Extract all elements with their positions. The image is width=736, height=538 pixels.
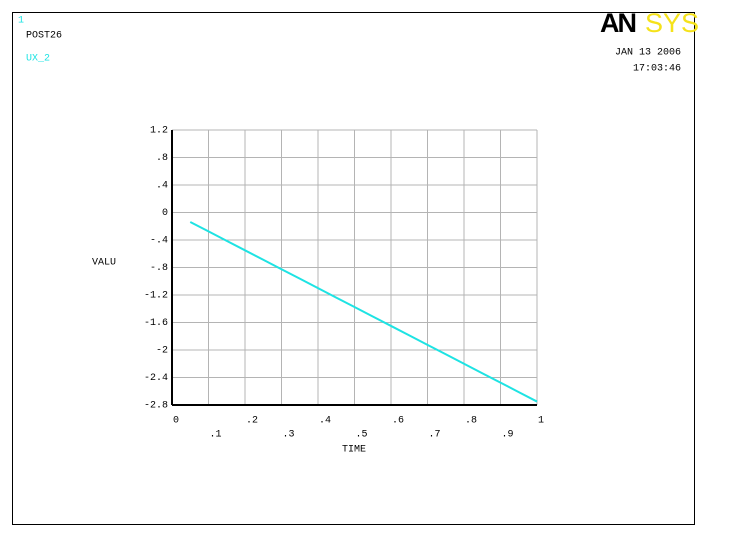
time-label: 17:03:46 bbox=[633, 64, 681, 75]
y-tick-label: -2.8 bbox=[144, 401, 168, 412]
x-tick-label: 1 bbox=[538, 416, 544, 427]
y-tick-label: .4 bbox=[156, 181, 168, 192]
x-tick-label: .1 bbox=[210, 430, 222, 441]
y-tick-label: -.8 bbox=[150, 263, 168, 274]
y-tick-label: -2.4 bbox=[144, 373, 168, 384]
date-label: JAN 13 2006 bbox=[615, 48, 681, 59]
logo-part: AN bbox=[600, 8, 635, 38]
x-tick-label: 0 bbox=[173, 416, 179, 427]
y-tick-label: -.4 bbox=[150, 236, 168, 247]
x-tick-label: .2 bbox=[246, 416, 258, 427]
x-axis-label: TIME bbox=[342, 445, 366, 456]
x-tick-label: .3 bbox=[283, 430, 295, 441]
y-tick-label: -2 bbox=[156, 346, 168, 357]
x-tick-label: .5 bbox=[356, 430, 368, 441]
y-tick-label: .8 bbox=[156, 153, 168, 164]
y-tick-label: 1.2 bbox=[150, 126, 168, 137]
window-number: 1 bbox=[18, 16, 24, 27]
legend-entry: UX_2 bbox=[26, 54, 50, 65]
program-label: POST26 bbox=[26, 31, 62, 42]
x-tick-label: .7 bbox=[429, 430, 441, 441]
y-tick-label: 0 bbox=[162, 208, 168, 219]
frame bbox=[12, 12, 695, 525]
x-tick-label: .8 bbox=[465, 416, 477, 427]
y-tick-label: -1.6 bbox=[144, 318, 168, 329]
logo-part: SYS bbox=[645, 8, 699, 38]
x-tick-label: .4 bbox=[319, 416, 331, 427]
y-tick-label: -1.2 bbox=[144, 291, 168, 302]
x-tick-label: .9 bbox=[502, 430, 514, 441]
data-line bbox=[189, 221, 538, 403]
x-tick-label: .6 bbox=[392, 416, 404, 427]
y-axis-label: VALU bbox=[92, 258, 116, 269]
